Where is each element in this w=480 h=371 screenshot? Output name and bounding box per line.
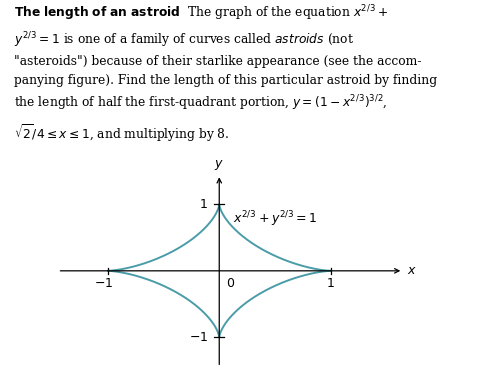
- Text: $-1$: $-1$: [94, 278, 113, 290]
- Text: $x^{2/3} + y^{2/3} = 1$: $x^{2/3} + y^{2/3} = 1$: [233, 209, 317, 229]
- Text: $\mathbf{The\ length\ of\ an\ astroid}$  The graph of the equation $x^{2/3} +$
$: $\mathbf{The\ length\ of\ an\ astroid}$ …: [14, 4, 437, 144]
- Text: $-1$: $-1$: [189, 331, 208, 344]
- Text: $x$: $x$: [407, 264, 416, 278]
- Text: $1$: $1$: [326, 278, 335, 290]
- Text: $y$: $y$: [215, 158, 224, 173]
- Text: $0$: $0$: [226, 278, 235, 290]
- Text: $1$: $1$: [199, 198, 208, 211]
